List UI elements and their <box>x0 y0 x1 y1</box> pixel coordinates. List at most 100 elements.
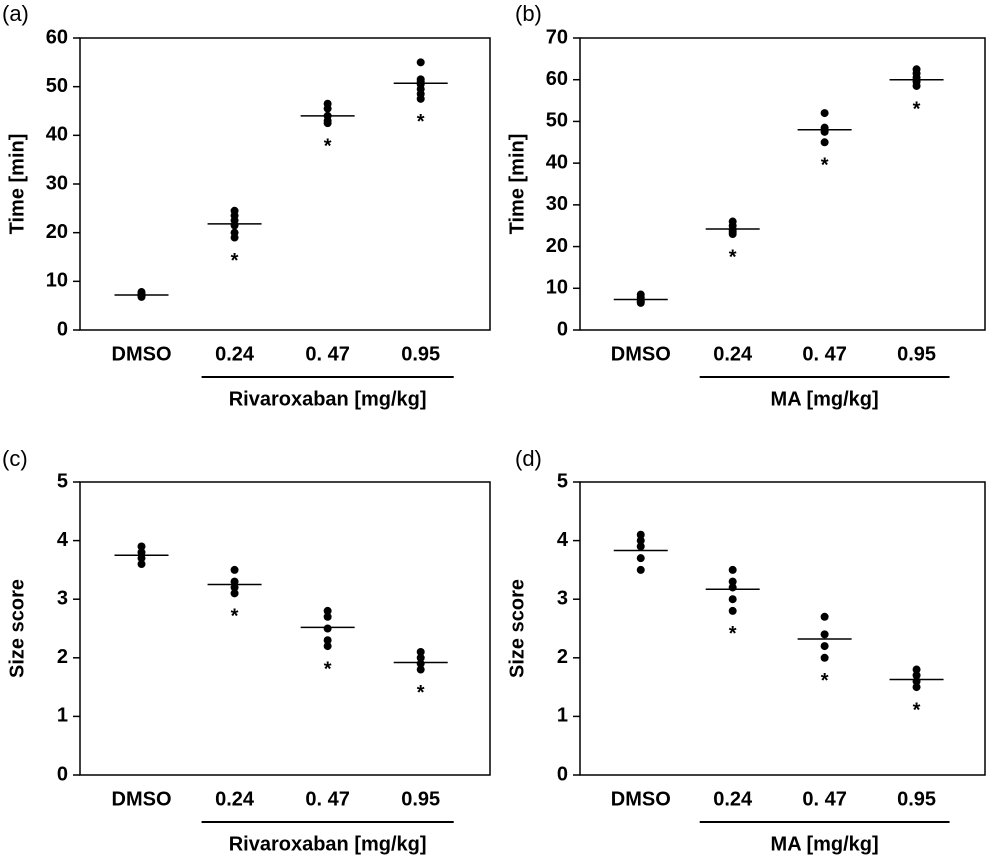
data-point <box>636 530 645 539</box>
x-axis-label: MA [mg/kg] <box>771 388 879 410</box>
data-point <box>912 665 921 674</box>
y-tick-label: 4 <box>557 529 569 551</box>
data-point <box>636 565 645 574</box>
data-point <box>820 612 829 621</box>
data-point <box>912 683 921 692</box>
data-point <box>820 642 829 651</box>
data-point <box>636 536 645 545</box>
x-tick-label: 0.24 <box>713 788 753 810</box>
data-point <box>416 665 425 674</box>
y-tick-label: 3 <box>57 587 68 609</box>
data-point <box>820 109 829 118</box>
y-tick-label: 40 <box>46 124 68 146</box>
x-tick-label: 0.24 <box>215 788 255 810</box>
data-point <box>323 119 332 128</box>
data-point <box>728 565 737 574</box>
data-point <box>323 642 332 651</box>
y-tick-label: 2 <box>557 646 568 668</box>
x-tick-label: 0.95 <box>401 343 440 365</box>
significance-mark: * <box>231 250 239 272</box>
plot-frame <box>579 37 986 331</box>
significance-mark: * <box>324 658 332 680</box>
data-point <box>636 542 645 551</box>
data-point <box>230 233 239 242</box>
y-tick-label: 5 <box>57 470 68 492</box>
y-tick-label: 0 <box>57 318 68 340</box>
significance-mark: * <box>821 670 829 692</box>
data-point <box>728 583 737 592</box>
y-tick-label: 2 <box>57 646 68 668</box>
significance-mark: * <box>417 682 425 704</box>
data-point <box>416 94 425 103</box>
x-tick-label: 0. 47 <box>305 343 349 365</box>
significance-mark: * <box>913 98 921 120</box>
y-tick-label: 3 <box>557 587 568 609</box>
x-axis-label: MA [mg/kg] <box>771 833 879 855</box>
y-tick-label: 5 <box>557 470 568 492</box>
data-point <box>230 577 239 586</box>
data-point <box>820 653 829 662</box>
data-point <box>728 230 737 239</box>
data-point <box>230 221 239 230</box>
y-axis-label: Size score <box>6 579 28 678</box>
data-point <box>230 589 239 598</box>
x-tick-label: 0.24 <box>215 343 255 365</box>
y-tick-label: 1 <box>57 705 68 727</box>
data-point <box>137 292 146 301</box>
x-axis-label: Rivaroxaban [mg/kg] <box>229 388 427 410</box>
significance-mark: * <box>417 111 425 133</box>
x-tick-label: DMSO <box>611 788 671 810</box>
panel-label: (c) <box>2 446 28 471</box>
data-point <box>137 554 146 563</box>
x-tick-label: DMSO <box>112 788 172 810</box>
y-axis-label: Size score <box>506 579 528 678</box>
panel-label: (d) <box>515 446 542 471</box>
data-point <box>728 595 737 604</box>
data-point <box>137 542 146 551</box>
y-tick-label: 20 <box>46 221 68 243</box>
data-point <box>323 104 332 113</box>
data-point <box>416 647 425 656</box>
y-tick-label: 40 <box>546 151 568 173</box>
x-tick-label: 0.95 <box>897 788 936 810</box>
y-tick-label: 0 <box>557 763 568 785</box>
x-tick-label: 0. 47 <box>305 788 349 810</box>
panel-label: (b) <box>515 1 542 26</box>
y-tick-label: 1 <box>557 705 568 727</box>
x-axis-label: Rivaroxaban [mg/kg] <box>229 833 427 855</box>
y-tick-label: 30 <box>546 193 568 215</box>
data-point <box>820 630 829 639</box>
data-point <box>323 636 332 645</box>
significance-mark: * <box>913 699 921 721</box>
x-tick-label: 0. 47 <box>802 343 846 365</box>
data-point <box>728 606 737 615</box>
y-tick-label: 70 <box>546 26 568 48</box>
plot-frame <box>79 37 491 331</box>
data-point <box>728 577 737 586</box>
data-point <box>636 554 645 563</box>
y-tick-label: 10 <box>46 270 68 292</box>
y-tick-label: 0 <box>557 318 568 340</box>
y-tick-label: 50 <box>46 75 68 97</box>
y-tick-label: 50 <box>546 110 568 132</box>
y-axis-label: Time [min] <box>6 134 28 235</box>
x-tick-label: 0.95 <box>897 343 936 365</box>
panel-label: (a) <box>2 1 29 26</box>
x-tick-label: DMSO <box>112 343 172 365</box>
plot-frame <box>79 481 491 776</box>
data-point <box>323 624 332 633</box>
x-tick-label: 0.95 <box>401 788 440 810</box>
data-point <box>636 298 645 307</box>
y-tick-label: 60 <box>46 26 68 48</box>
y-tick-label: 60 <box>546 68 568 90</box>
data-point <box>230 565 239 574</box>
significance-mark: * <box>231 606 239 628</box>
data-point <box>912 671 921 680</box>
y-tick-label: 0 <box>57 763 68 785</box>
data-point <box>323 606 332 615</box>
y-tick-label: 20 <box>546 235 568 257</box>
y-axis-label: Time [min] <box>506 134 528 235</box>
y-tick-label: 30 <box>46 172 68 194</box>
significance-mark: * <box>729 246 737 268</box>
